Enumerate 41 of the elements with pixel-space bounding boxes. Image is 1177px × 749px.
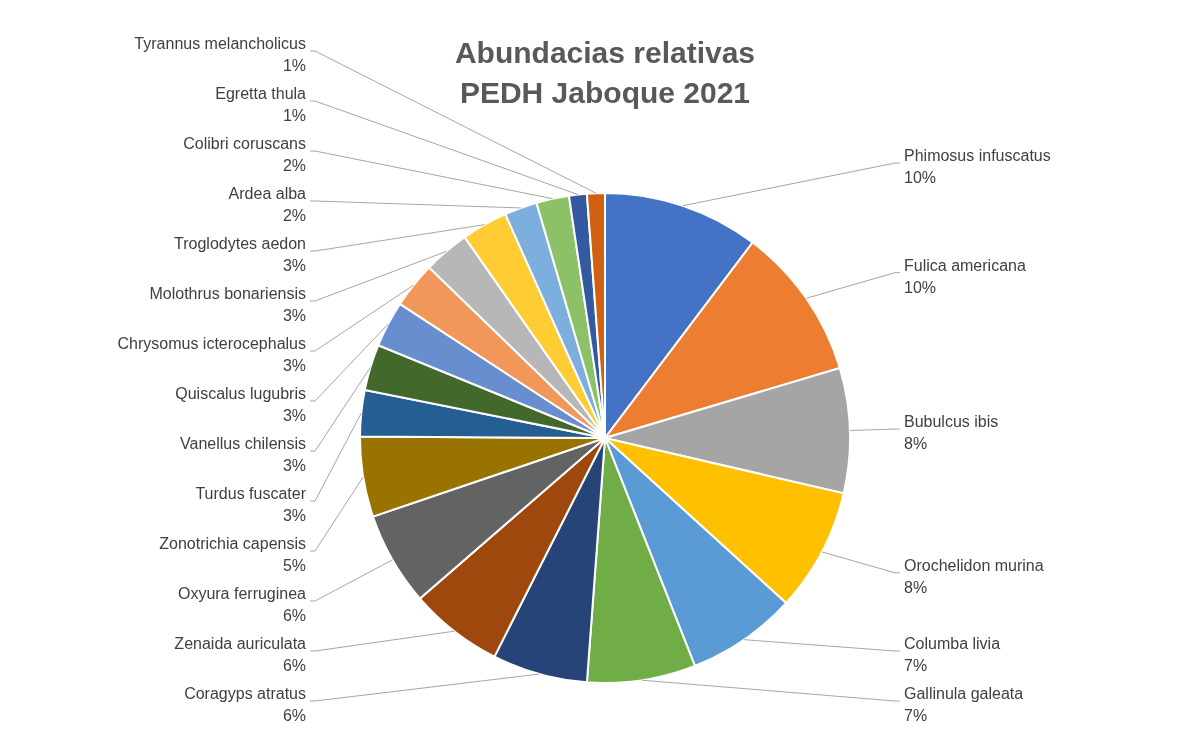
slice-label: Bubulcus ibis [904,413,999,431]
data-label: 5% [282,557,306,574]
data-label: 8% [904,435,928,453]
slice-label: Oxyura ferruginea [177,585,307,602]
data-label: 3% [282,357,306,374]
slice-label: Columba livia [904,635,1001,652]
text: Abundacias relativas PEDH Jaboque 2021 [454,36,756,109]
data-label: 1% [282,57,306,74]
data-label: 3% [282,457,306,474]
slice-label: Colibri coruscans [183,135,306,152]
slice-label: Gallinula galeata [904,685,1024,702]
data-label: 10% [904,169,937,187]
data-label: 3% [282,507,306,524]
data-label: 7% [904,707,928,724]
data-label: 2% [282,207,306,224]
slice-label: Chrysomus icterocephalus [117,335,306,352]
data-label: 1% [282,107,306,124]
slice-label: Turdus fuscater [195,485,307,502]
slice-label: Ardea alba [228,185,307,202]
data-label: 2% [282,157,306,174]
data-label: 7% [904,657,928,674]
slice-label: Vanellus chilensis [180,435,306,452]
slice-label: Orochelidon murina [904,556,1044,574]
slice-label: Phimosus infuscatus [904,147,1051,165]
data-label: 6% [282,657,306,674]
slice-label: Troglodytes aedon [174,235,306,252]
slice-label: Zenaida auriculata [174,635,307,652]
data-label: 3% [282,257,306,274]
slice-label: Molothrus bonariensis [149,285,306,302]
slice-label: Fulica americana [904,256,1026,274]
data-label: 3% [282,407,306,424]
slice-label: Egretta thula [215,85,307,102]
data-label: 3% [282,307,306,324]
slice-label: Zonotrichia capensis [159,535,306,552]
data-label: 10% [904,278,937,296]
data-label: 6% [282,607,306,624]
data-label: 8% [904,578,928,596]
slice-label: Tyrannus melancholicus [134,35,306,52]
slice-label: Quiscalus lugubris [175,385,306,402]
data-label: 6% [282,707,306,724]
slice-label: Coragyps atratus [184,685,306,702]
